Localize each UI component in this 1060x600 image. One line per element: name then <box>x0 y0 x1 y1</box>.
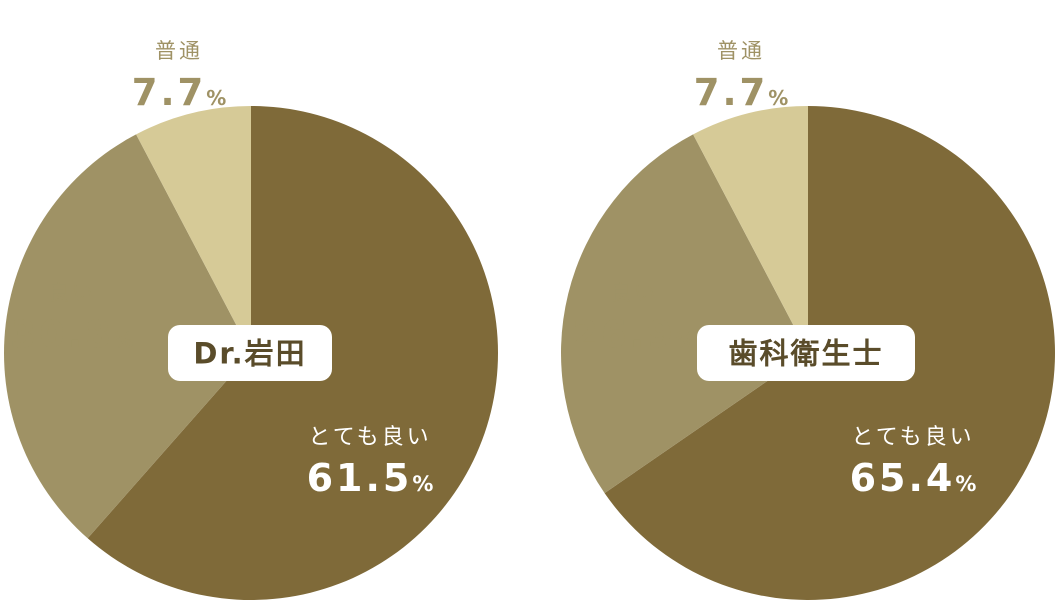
pie-slice-3 <box>693 106 808 353</box>
slice-category-label: 良い <box>48 281 96 305</box>
slice-value-label: 7.7% <box>132 71 227 114</box>
slice-category-label: 普通 <box>717 39 765 63</box>
slice-value-label: 61.5% <box>307 456 434 500</box>
pie-slice-2 <box>4 134 251 539</box>
slice-category-label: 普通 <box>155 39 203 63</box>
chart-title: 歯科衛生士 <box>728 336 883 370</box>
chart-title: Dr.岩田 <box>193 336 306 370</box>
pie-slice-2 <box>561 134 808 494</box>
slice-value-label: 26.9% <box>572 313 695 356</box>
slice-value-label: 65.4% <box>850 456 977 500</box>
chart-title-badge <box>168 325 332 381</box>
slice-category-label: とても良い <box>851 425 974 450</box>
pie-chart-2: とても良い 65.4% 良い 26.9% 普通 7.7% 歯科衛生士 <box>561 39 1055 600</box>
slice-category-label: 良い <box>610 281 658 305</box>
pie-chart-1: とても良い 61.5% 良い 30.8% 普通 7.7% Dr.岩田 <box>4 39 499 600</box>
chart-title-badge <box>697 325 915 381</box>
slice-value-label: 30.8% <box>10 313 133 356</box>
slice-value-label: 7.7% <box>694 71 789 114</box>
slice-category-label: とても良い <box>308 425 431 450</box>
pie-slice-3 <box>136 106 251 353</box>
